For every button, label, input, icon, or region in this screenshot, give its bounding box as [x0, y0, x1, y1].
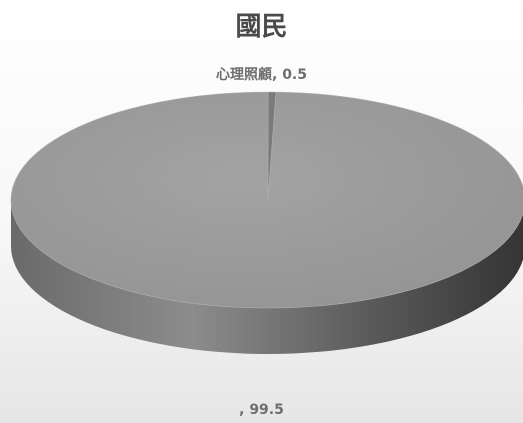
pie-slice-1 [10, 91, 523, 309]
pie-side-wall [11, 200, 523, 354]
data-label-slice-0: 心理照顧, 0.5 [216, 67, 307, 83]
chart-title: 國民 [235, 12, 288, 42]
data-label-slice-1: , 99.5 [239, 402, 284, 418]
